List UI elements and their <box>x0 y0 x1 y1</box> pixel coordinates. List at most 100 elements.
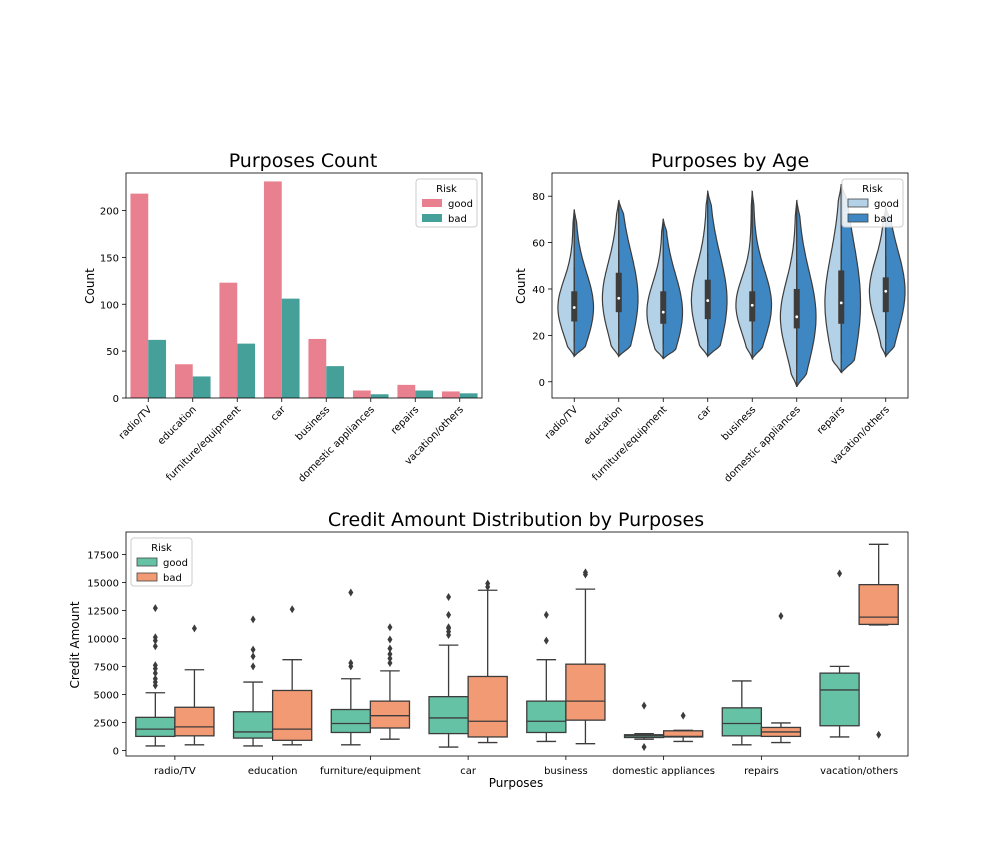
x-tick-label: repairs <box>389 404 421 436</box>
outlier-point <box>641 743 647 752</box>
outlier-point <box>446 623 452 632</box>
outlier-point <box>387 635 393 644</box>
y-tick-label: 20 <box>532 331 545 342</box>
x-tick-label: education <box>582 404 625 447</box>
y-tick-label: 0 <box>539 378 545 389</box>
y-tick-label: 100 <box>100 300 119 311</box>
legend-swatch <box>422 214 442 222</box>
y-tick-label: 7500 <box>94 662 119 673</box>
x-tick-label: radio/TV <box>154 766 196 777</box>
x-tick-label: radio/TV <box>543 404 580 441</box>
legend: Risk good bad <box>415 178 478 228</box>
y-tick-label: 2500 <box>94 718 119 729</box>
bar-good <box>397 384 416 398</box>
violin-half-bad <box>662 218 684 360</box>
legend-swatch <box>136 572 158 582</box>
legend-entry-bad: bad <box>874 214 893 225</box>
bar-bad <box>415 390 434 398</box>
legend-entry-bad: bad <box>448 214 467 225</box>
outlier-point <box>152 604 158 613</box>
bar-bad <box>192 376 211 398</box>
legend-entry-good: good <box>874 199 899 210</box>
x-tick-label: business <box>720 404 759 443</box>
violins <box>557 183 906 388</box>
bar-bad <box>459 393 478 398</box>
legend-entry-bad: bad <box>163 573 182 584</box>
x-tick-label: vacation/others <box>820 766 898 777</box>
plot-frame <box>125 172 483 399</box>
legend: Risk good bad <box>130 537 193 587</box>
outlier-point <box>778 612 784 620</box>
x-axis-label: Purposes <box>489 776 543 790</box>
x-tick-label: radio/TV <box>117 404 154 441</box>
y-tick-label: 0 <box>113 746 119 757</box>
outlier-point <box>837 569 843 578</box>
outlier-point <box>543 636 549 645</box>
violin-median <box>839 301 843 305</box>
bar-good <box>174 364 193 398</box>
outlier-point <box>348 588 354 597</box>
purposes-by-age-chart: Purposes by Age Count 0 20 40 60 80 radio/TV e… <box>514 150 909 485</box>
bar-bad <box>326 366 345 398</box>
violin-iqr <box>615 272 622 313</box>
purposes-count-chart: Purposes Count Count 0 50 100 150 200 radio/T… <box>83 150 483 485</box>
y-tick-label: 17500 <box>87 550 119 561</box>
violin-median <box>572 306 576 309</box>
violin-half-good <box>779 199 798 388</box>
outlier-point <box>387 659 393 668</box>
outlier-point <box>641 701 647 710</box>
violin-median <box>706 299 710 302</box>
box-bad <box>174 706 215 737</box>
box-good <box>721 707 763 737</box>
violin-iqr <box>838 270 845 324</box>
box-good <box>428 695 469 735</box>
legend-entry-good: good <box>163 558 188 569</box>
y-tick-label: 40 <box>532 285 545 296</box>
chart-title: Purposes Count <box>229 150 378 172</box>
x-tick-label: business <box>294 404 333 443</box>
bars <box>130 181 478 398</box>
y-axis-label: Credit Amount <box>68 601 82 688</box>
violin-median <box>795 315 799 319</box>
violin-half-good <box>690 190 709 358</box>
outlier-point <box>152 674 158 683</box>
outlier-point <box>485 579 491 588</box>
y-axis-label: Count <box>514 268 528 304</box>
outlier-point <box>446 592 452 601</box>
legend-swatch <box>847 213 869 223</box>
x-tick-label: education <box>248 766 298 777</box>
x-tick-label: domestic appliances <box>612 766 715 777</box>
violin-half-good <box>868 207 887 358</box>
outlier-point <box>250 652 256 661</box>
box-good <box>232 711 274 739</box>
violin-half-bad <box>796 199 817 388</box>
legend-swatch <box>136 557 158 567</box>
y-axis-label: Count <box>83 268 97 304</box>
x-tick-label: business <box>544 766 588 777</box>
x-tick-label: car <box>460 766 477 777</box>
violin-half-bad <box>618 199 639 358</box>
outlier-point <box>250 645 256 654</box>
chart-title: Credit Amount Distribution by Purposes <box>328 509 704 531</box>
violin-half-good <box>646 218 664 360</box>
outlier-point <box>152 661 158 670</box>
y-tick-label: 200 <box>100 207 119 218</box>
credit-amount-chart: Credit Amount Distribution by Purposes C… <box>68 509 909 790</box>
outlier-point <box>387 644 393 653</box>
x-tick-label: car <box>269 404 289 424</box>
box-bad <box>467 675 508 738</box>
outlier-point <box>250 662 256 671</box>
chart-title: Purposes by Age <box>651 150 809 172</box>
bar-bad <box>237 343 256 398</box>
y-tick-label: 0 <box>113 394 119 405</box>
y-tick-label: 15000 <box>87 578 119 589</box>
bar-good <box>130 193 149 398</box>
x-tick-label: furniture/equipment <box>590 404 669 483</box>
bar-good <box>219 282 238 398</box>
bar-bad <box>281 298 300 398</box>
outlier-point <box>680 711 686 720</box>
outlier-point <box>876 730 882 739</box>
outlier-point <box>348 659 354 668</box>
violin-half-bad <box>885 207 906 358</box>
outlier-point <box>289 605 295 614</box>
